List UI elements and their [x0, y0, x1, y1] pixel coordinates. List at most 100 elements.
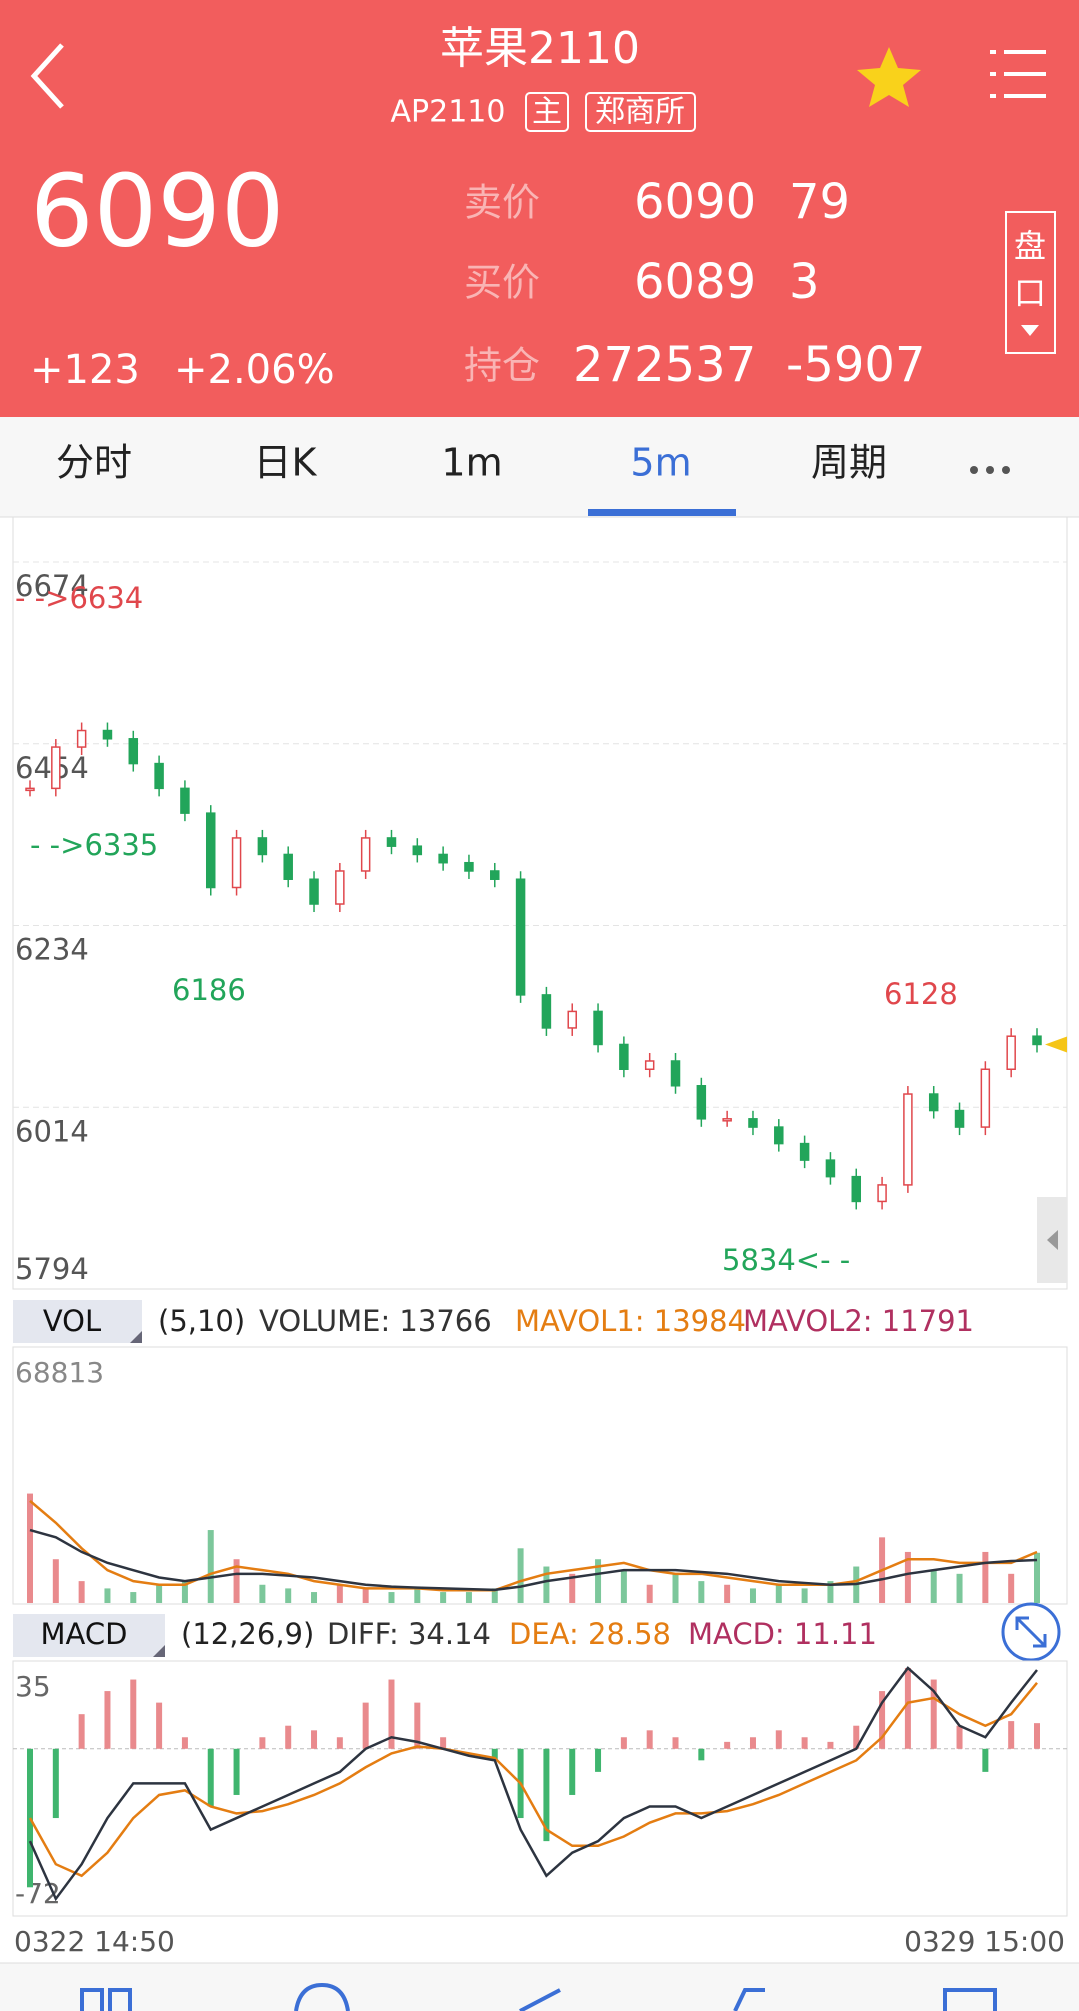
candle — [696, 1085, 707, 1120]
candle — [774, 1126, 784, 1145]
volume-bar — [724, 1584, 731, 1603]
volume-bar — [388, 1592, 395, 1603]
macd-text: MACD: 11.11 — [688, 1617, 877, 1651]
exchange-tag: 郑商所 — [595, 95, 685, 130]
volume-bar — [311, 1592, 318, 1603]
volume-bar — [104, 1588, 111, 1603]
macd-bar — [259, 1737, 266, 1749]
candle — [464, 861, 474, 872]
candle — [412, 845, 423, 856]
volume-bar — [233, 1559, 240, 1603]
macd-bar — [130, 1679, 137, 1749]
macd-label-box[interactable] — [13, 1614, 165, 1657]
volume-bar — [285, 1588, 292, 1603]
volume-bar — [543, 1566, 550, 1603]
candle — [877, 1184, 887, 1203]
volume-bar — [775, 1584, 782, 1603]
candle — [928, 1093, 939, 1112]
volume-bar — [956, 1573, 963, 1603]
price-annotation: 5834<- - — [722, 1243, 850, 1277]
volume-bar — [207, 1530, 214, 1603]
vol-label-box[interactable] — [13, 1300, 142, 1343]
depth-button[interactable] — [1005, 211, 1056, 354]
volume-bar — [336, 1584, 343, 1603]
favorite-star[interactable] — [857, 47, 921, 107]
back-button[interactable] — [30, 43, 64, 109]
price-annotation: - ->6634 — [15, 581, 143, 615]
last-price: 6090 — [30, 152, 285, 269]
macd-bar — [724, 1741, 731, 1749]
mavol1-text: MAVOL1: 13984 — [515, 1304, 746, 1338]
candle — [490, 870, 500, 880]
more-button[interactable] — [970, 466, 1010, 474]
candle — [438, 853, 448, 864]
volume-bar — [620, 1570, 627, 1603]
tab[interactable]: 日K — [254, 441, 318, 485]
macd-bar — [672, 1737, 679, 1749]
tab[interactable]: 周期 — [811, 441, 887, 485]
depth-label: 口 — [1014, 274, 1046, 312]
macd-bar — [78, 1714, 85, 1749]
macd-bar — [595, 1748, 602, 1772]
candle — [670, 1060, 681, 1087]
diff-text: DIFF: 34.14 — [327, 1617, 491, 1651]
macd-bar — [620, 1737, 627, 1749]
candle — [515, 878, 526, 996]
candle — [567, 1010, 577, 1029]
candle — [722, 1118, 732, 1122]
volume-bar — [78, 1581, 85, 1603]
macd-label: MACD — [41, 1617, 128, 1651]
macd-bar — [749, 1737, 756, 1749]
main-tag: 主 — [532, 95, 562, 130]
candle — [386, 837, 397, 847]
candle — [309, 878, 319, 905]
dea-text: DEA: 28.58 — [509, 1617, 671, 1651]
price-panel — [12, 516, 1068, 1290]
volume-panel — [12, 1346, 1068, 1605]
volume-bar — [930, 1570, 937, 1603]
candle — [980, 1068, 991, 1128]
candle — [257, 837, 268, 856]
nav-icons[interactable] — [80, 1982, 997, 2011]
volume-bar — [904, 1551, 911, 1603]
volume-text: VOLUME: 13766 — [259, 1304, 492, 1338]
volume-bar — [156, 1584, 163, 1603]
candle — [644, 1060, 655, 1070]
volume-bar — [982, 1551, 989, 1603]
menu-button[interactable] — [990, 50, 1046, 98]
price-annotation: 6128 — [884, 977, 958, 1011]
candle — [25, 787, 35, 792]
macd-bar — [311, 1730, 318, 1749]
volume-bar — [27, 1493, 33, 1603]
volume-bar — [1008, 1573, 1015, 1603]
ask-volume: 79 — [789, 174, 850, 230]
dea-line — [28, 1682, 1038, 1878]
title: 苹果2110 — [440, 23, 640, 74]
candle — [748, 1118, 758, 1128]
open-interest: 272537 — [573, 337, 756, 393]
tag-box — [525, 92, 569, 132]
tab[interactable]: 1m — [441, 441, 502, 485]
macd-bar — [646, 1730, 653, 1749]
mavol2-line — [29, 1528, 1038, 1592]
volume-bar — [698, 1581, 705, 1603]
macd-bar — [956, 1725, 963, 1749]
y-tick-label: 5794 — [15, 1252, 89, 1286]
candle — [102, 729, 113, 740]
candle — [76, 729, 87, 748]
volume-bar — [52, 1559, 59, 1603]
macd-panel — [12, 1660, 1068, 1917]
macd-bar — [801, 1737, 808, 1749]
last-price-marker — [1045, 1036, 1067, 1053]
oi-label: 持仓 — [464, 344, 540, 388]
mavol1-line — [29, 1499, 1038, 1592]
macd-bar — [775, 1730, 782, 1749]
candle — [1032, 1035, 1042, 1046]
change-pct: +2.06% — [174, 347, 335, 393]
y-tick-label: 6014 — [15, 1114, 89, 1148]
vol-label: VOL — [43, 1304, 101, 1338]
tab[interactable]: 5m — [630, 441, 691, 485]
vol-corner — [130, 1331, 142, 1343]
macd-params: (12,26,9) — [181, 1617, 314, 1651]
tab[interactable]: 分时 — [56, 441, 132, 485]
